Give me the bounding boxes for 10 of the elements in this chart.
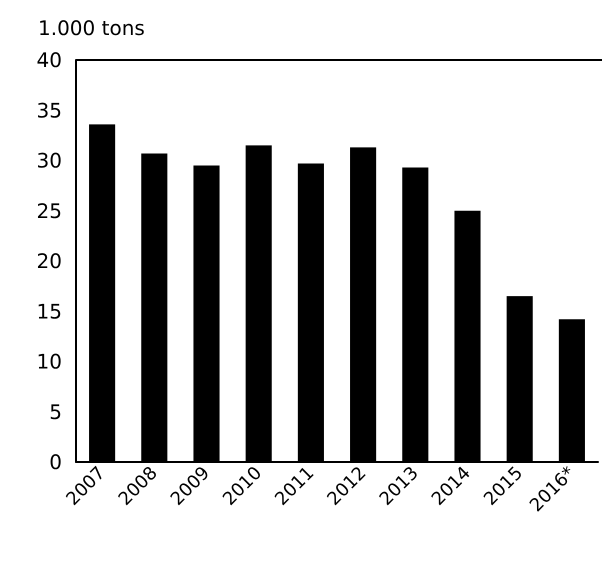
y-tick-label: 40 <box>36 48 62 72</box>
y-tick-label: 20 <box>36 249 62 273</box>
y-tick-label: 5 <box>49 400 62 424</box>
y-tick-label: 25 <box>36 198 62 223</box>
y-tick-label: 0 <box>49 450 62 474</box>
y-tick-label: 30 <box>36 148 62 172</box>
y-tick-label: 35 <box>36 98 62 122</box>
y-tick-label: 10 <box>36 350 62 374</box>
y-axis-title: 1.000 tons <box>38 16 145 40</box>
y-tick-label: 15 <box>36 299 62 324</box>
